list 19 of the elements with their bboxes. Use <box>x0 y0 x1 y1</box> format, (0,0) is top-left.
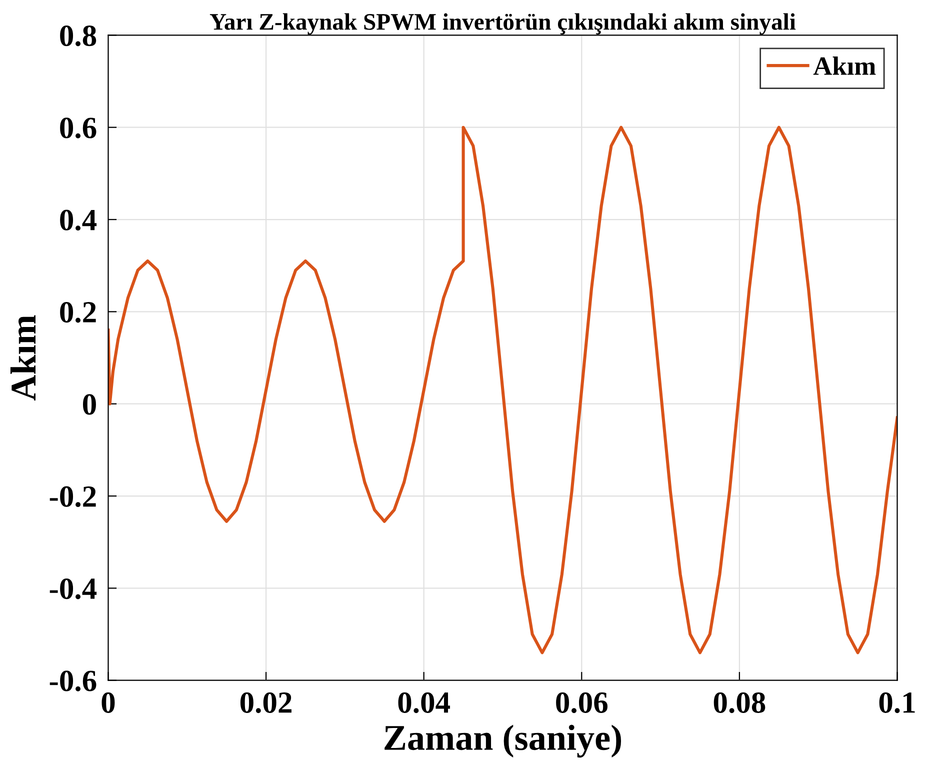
y-axis-title: Akım <box>10 315 36 401</box>
line-series <box>108 126 898 654</box>
y-tick-label: 0 <box>83 394 96 415</box>
y-tick-label: 0.6 <box>60 118 96 138</box>
chart-title: Yarı Z-kaynak SPWM invertörün çıkışındaki akım sinyali <box>210 13 796 35</box>
legend-label: Akım <box>813 56 876 75</box>
y-tick-label: 0.2 <box>60 302 96 323</box>
y-tick-label: 0.4 <box>60 210 97 231</box>
y-tick-label: -0.6 <box>50 670 96 692</box>
x-tick-label: 0.1 <box>879 692 915 714</box>
x-axis-title: Zaman (saniye) <box>384 724 622 758</box>
y-tick-label: 0.8 <box>60 25 96 46</box>
y-tick-label: -0.4 <box>50 578 97 600</box>
x-tick-label: 0.08 <box>714 692 766 714</box>
x-tick-label: 0.02 <box>240 692 292 714</box>
y-tick-label: -0.2 <box>50 486 96 508</box>
x-tick-label: 0 <box>102 692 115 713</box>
x-tick-label: 0.04 <box>398 692 450 714</box>
x-tick-label: 0.06 <box>556 692 608 714</box>
